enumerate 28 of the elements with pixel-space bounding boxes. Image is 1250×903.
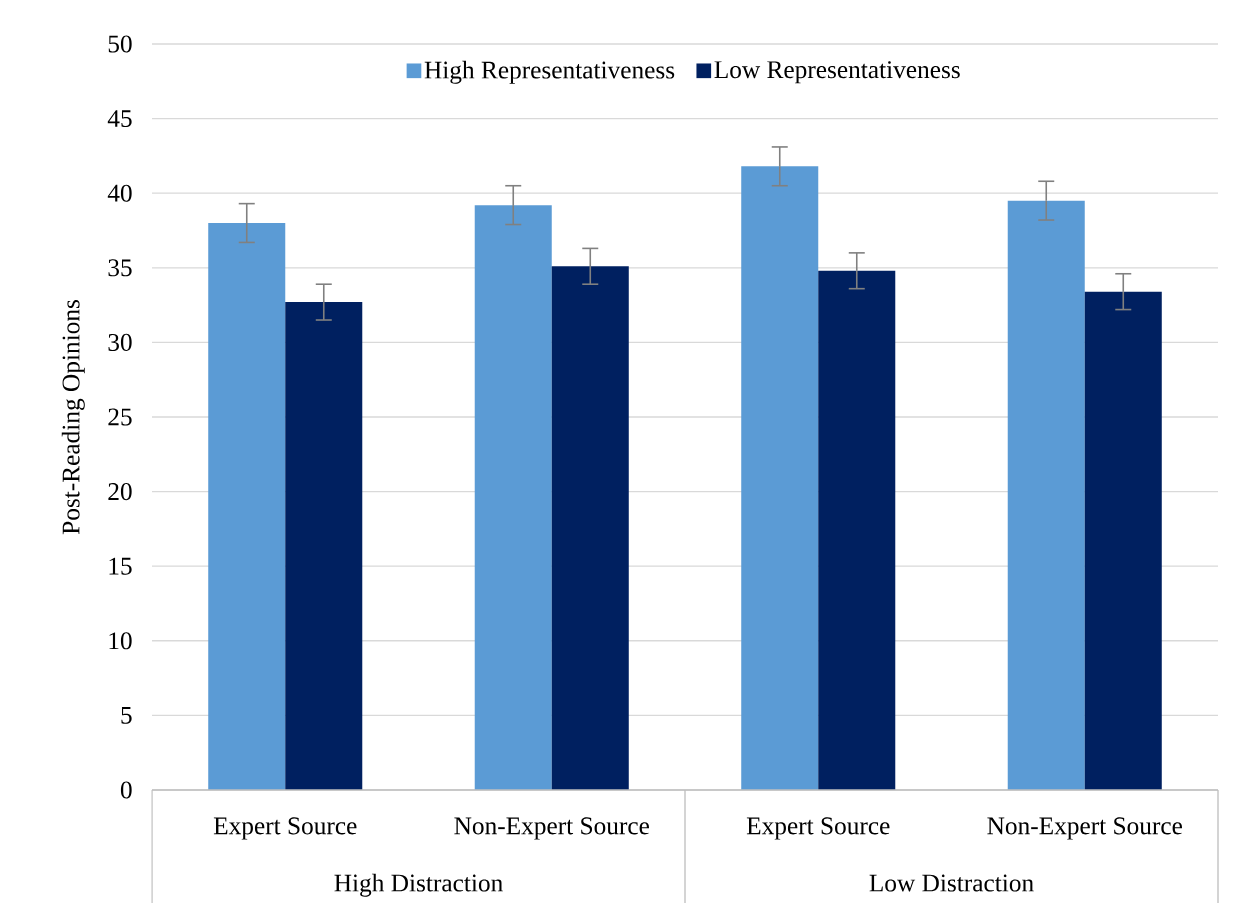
- bar: [741, 166, 819, 790]
- y-tick-label: 40: [107, 184, 132, 202]
- bar: [551, 266, 629, 790]
- y-tick-label: 15: [109, 557, 132, 575]
- bar: [208, 223, 286, 790]
- text: High Distraction: [334, 873, 503, 897]
- x-tick-label: Non-Expert Source: [987, 817, 1182, 840]
- y-tick-label: 25: [108, 408, 132, 426]
- y-tick-label: 30: [108, 333, 132, 351]
- y-tick-label: 50: [108, 35, 132, 53]
- bar: [1007, 200, 1085, 790]
- bar: [285, 302, 363, 790]
- x-tick-label: Expert Source: [213, 817, 357, 840]
- y-axis-title: Post-Reading Opinions: [61, 300, 85, 535]
- y-tick-label: 5: [121, 706, 132, 724]
- text: Low Distraction: [869, 874, 1034, 892]
- legend-label: High Representativeness: [424, 60, 675, 84]
- x-tick-label: Non-Expert Source: [454, 817, 649, 840]
- y-tick-label: 10: [109, 632, 132, 650]
- bar: [474, 205, 552, 790]
- y-tick-label: 35: [108, 259, 132, 277]
- legend-label: Low Representativeness: [714, 61, 960, 84]
- bar: [818, 270, 896, 790]
- bar: [1084, 291, 1162, 790]
- y-tick-label: 0: [120, 781, 132, 799]
- x-tick-label: Expert Source: [746, 817, 890, 840]
- y-tick-label: 45: [107, 110, 132, 128]
- y-tick-label: 20: [108, 483, 132, 501]
